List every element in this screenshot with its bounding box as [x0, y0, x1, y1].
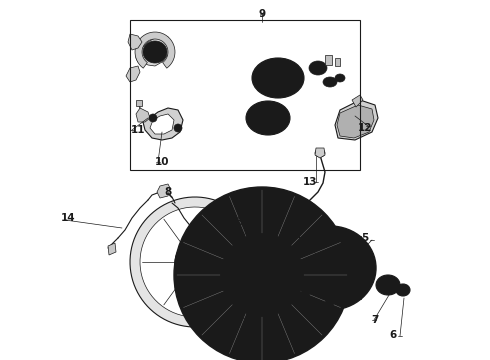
Ellipse shape [218, 240, 242, 264]
Ellipse shape [325, 230, 335, 238]
Polygon shape [352, 95, 363, 107]
Text: 11: 11 [131, 125, 145, 135]
Text: 10: 10 [155, 157, 169, 167]
Ellipse shape [226, 276, 234, 284]
Text: 3: 3 [236, 217, 244, 227]
Ellipse shape [259, 256, 266, 262]
Ellipse shape [292, 264, 300, 272]
Ellipse shape [254, 248, 262, 256]
Ellipse shape [323, 77, 337, 87]
Polygon shape [130, 197, 250, 327]
Polygon shape [135, 32, 175, 68]
Ellipse shape [183, 250, 207, 274]
Ellipse shape [175, 242, 215, 282]
Ellipse shape [349, 288, 359, 296]
Ellipse shape [301, 288, 311, 296]
Ellipse shape [258, 64, 298, 92]
Ellipse shape [247, 260, 254, 267]
Polygon shape [143, 108, 183, 140]
Polygon shape [108, 243, 116, 255]
Ellipse shape [396, 284, 410, 296]
Ellipse shape [247, 283, 254, 290]
Ellipse shape [313, 64, 323, 72]
Polygon shape [325, 55, 332, 65]
Text: 13: 13 [303, 177, 317, 187]
Text: 1: 1 [238, 305, 245, 315]
Ellipse shape [210, 223, 314, 327]
Ellipse shape [326, 79, 334, 85]
Polygon shape [136, 36, 170, 66]
Ellipse shape [335, 74, 345, 82]
Ellipse shape [200, 246, 205, 251]
Ellipse shape [268, 71, 288, 85]
Polygon shape [140, 207, 234, 317]
Ellipse shape [198, 248, 206, 256]
Ellipse shape [260, 112, 276, 124]
Ellipse shape [209, 260, 214, 265]
Bar [130, 20, 360, 170]
Text: 4: 4 [301, 243, 309, 253]
Ellipse shape [360, 264, 368, 272]
Ellipse shape [246, 228, 254, 236]
Ellipse shape [376, 275, 400, 295]
Ellipse shape [185, 246, 190, 251]
Ellipse shape [309, 61, 327, 75]
Text: 6: 6 [390, 330, 396, 340]
Text: 5: 5 [361, 233, 368, 243]
Ellipse shape [148, 45, 162, 59]
Text: 7: 7 [371, 315, 379, 325]
Polygon shape [128, 34, 142, 50]
Ellipse shape [222, 235, 302, 315]
Ellipse shape [143, 41, 167, 63]
Ellipse shape [301, 240, 311, 248]
Ellipse shape [176, 260, 181, 265]
Ellipse shape [206, 228, 214, 236]
Ellipse shape [270, 260, 277, 267]
Text: 8: 8 [164, 187, 171, 197]
Ellipse shape [246, 101, 290, 135]
Ellipse shape [316, 255, 344, 281]
Ellipse shape [252, 265, 272, 285]
Ellipse shape [206, 268, 214, 276]
Polygon shape [315, 148, 325, 158]
Ellipse shape [274, 271, 281, 279]
Ellipse shape [349, 240, 359, 248]
Ellipse shape [192, 214, 268, 290]
Ellipse shape [315, 149, 325, 157]
Ellipse shape [208, 230, 252, 274]
Polygon shape [335, 58, 340, 66]
Ellipse shape [399, 287, 407, 293]
Ellipse shape [174, 187, 350, 360]
Ellipse shape [259, 288, 266, 294]
Text: 2: 2 [201, 223, 209, 233]
Ellipse shape [246, 268, 254, 276]
Ellipse shape [270, 283, 277, 290]
Ellipse shape [185, 273, 190, 278]
Ellipse shape [381, 279, 395, 291]
Ellipse shape [302, 243, 358, 293]
Ellipse shape [284, 226, 376, 310]
Polygon shape [136, 100, 142, 106]
Ellipse shape [303, 201, 313, 209]
Polygon shape [337, 105, 374, 138]
Polygon shape [126, 66, 140, 82]
Ellipse shape [226, 220, 234, 228]
Polygon shape [150, 114, 174, 134]
Ellipse shape [252, 107, 284, 129]
Polygon shape [136, 108, 150, 122]
Ellipse shape [149, 114, 157, 122]
Ellipse shape [252, 58, 304, 98]
Text: 12: 12 [358, 123, 372, 133]
Polygon shape [335, 100, 378, 140]
Ellipse shape [240, 253, 284, 297]
Text: 14: 14 [61, 213, 75, 223]
Ellipse shape [325, 298, 335, 306]
Ellipse shape [200, 273, 205, 278]
Ellipse shape [243, 271, 249, 279]
Text: 9: 9 [258, 9, 266, 19]
Ellipse shape [174, 124, 182, 132]
Polygon shape [157, 184, 170, 198]
